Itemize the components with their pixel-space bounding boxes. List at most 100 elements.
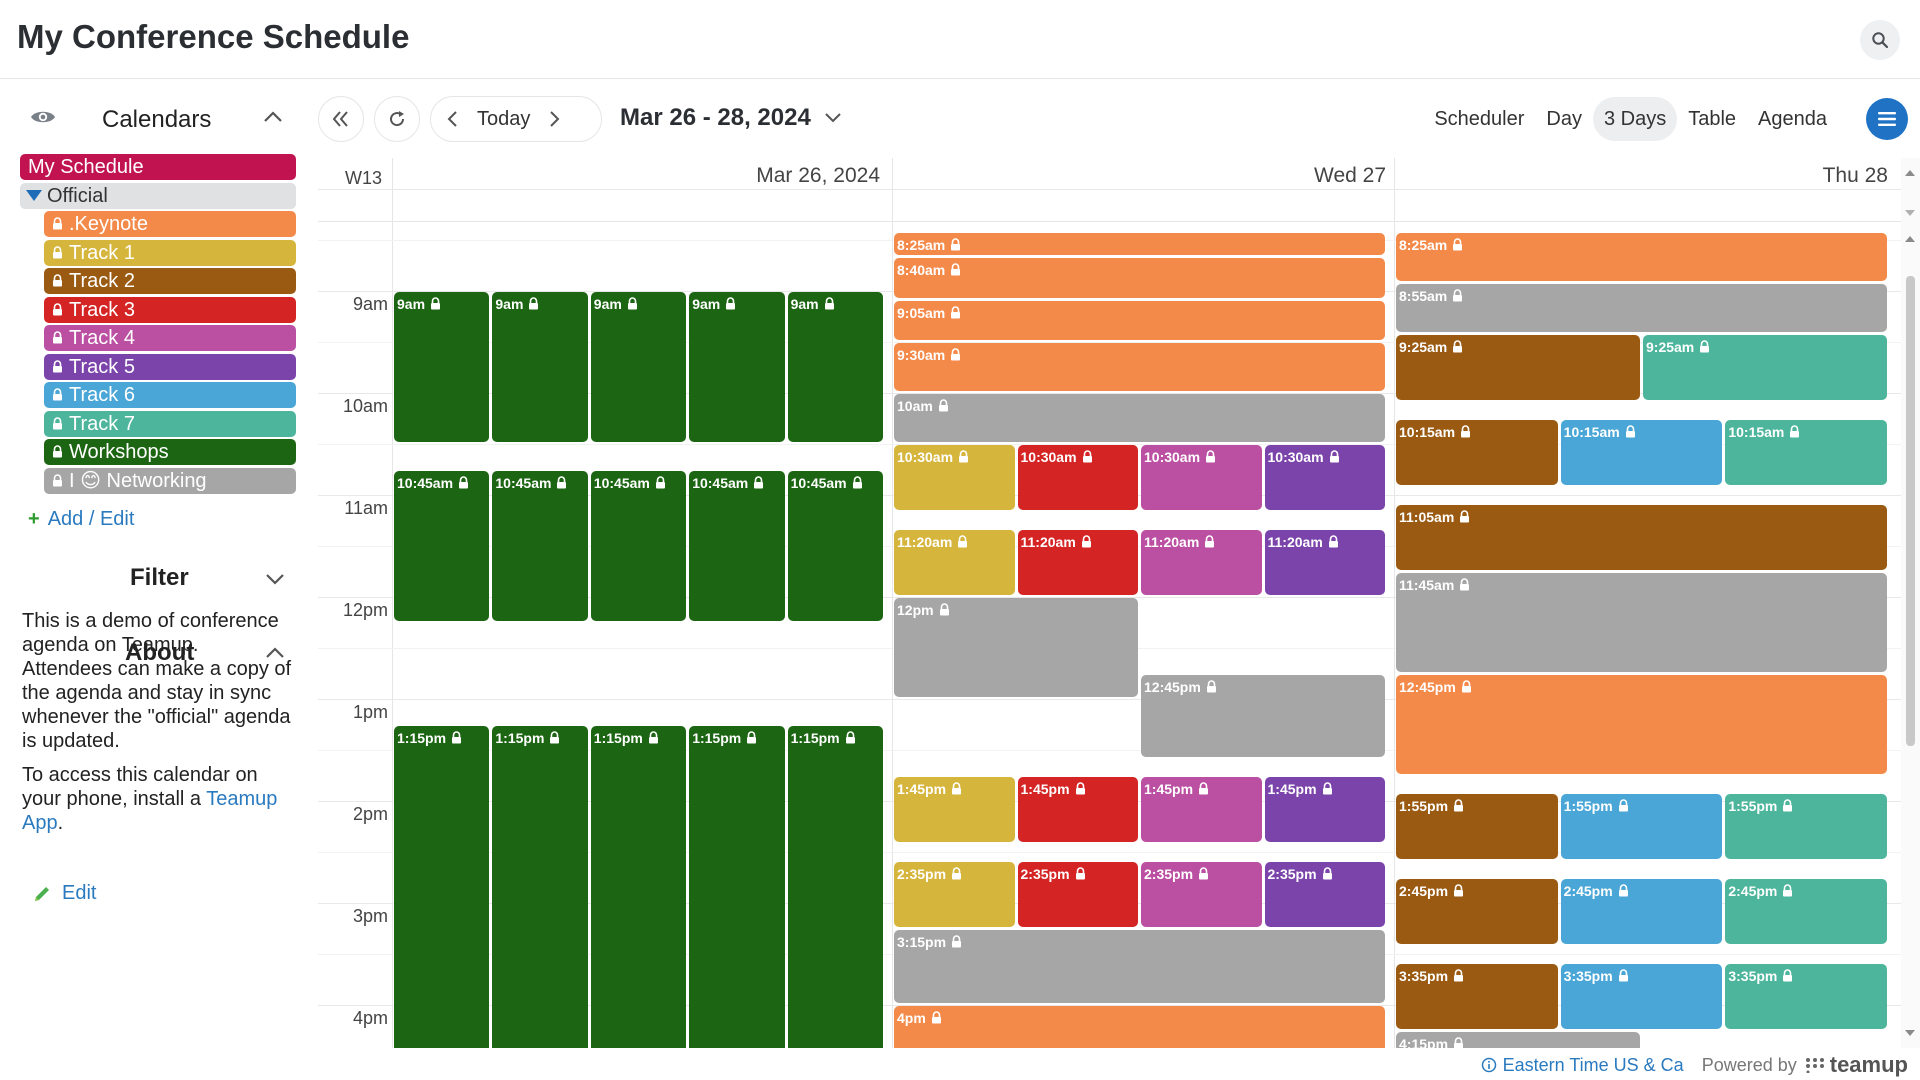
calendar-event[interactable]: 9am xyxy=(492,292,588,442)
calendar-event[interactable]: 1:15pm xyxy=(787,725,883,1048)
add-edit-link[interactable]: + Add / Edit xyxy=(28,508,134,531)
calendar-event[interactable]: 2:45pm xyxy=(1725,878,1887,944)
calendar-event[interactable]: 9am xyxy=(787,292,883,442)
calendar-event[interactable]: 4:15pm xyxy=(1396,1031,1640,1048)
calendar-event[interactable]: 8:40am xyxy=(894,258,1385,298)
scroll-up-arrow-icon[interactable] xyxy=(1905,236,1915,242)
calendar-event[interactable]: 10am xyxy=(894,394,1385,442)
calendar-event[interactable]: 10:45am xyxy=(590,470,687,621)
calendar-event[interactable]: 8:25am xyxy=(894,232,1385,255)
calendar-event[interactable]: 10:15am xyxy=(1396,419,1558,485)
calendar-event[interactable]: 10:45am xyxy=(492,470,588,621)
scroll-thumb[interactable] xyxy=(1906,276,1915,746)
view-tab[interactable]: Table xyxy=(1688,108,1737,130)
calendar-event[interactable]: 9:25am xyxy=(1396,334,1640,400)
calendar-event[interactable]: 1:15pm xyxy=(590,725,687,1048)
calendar-event[interactable]: 2:35pm xyxy=(1017,861,1138,927)
about-edit-link[interactable]: Edit xyxy=(32,882,96,905)
calendar-event[interactable]: 11:20am xyxy=(1017,530,1138,595)
calendar-event[interactable]: 11:45am xyxy=(1396,572,1887,672)
menu-button[interactable] xyxy=(1866,98,1908,140)
scroll-down-arrow-icon[interactable] xyxy=(1905,1030,1915,1036)
calendar-event[interactable]: 9:25am xyxy=(1643,334,1887,400)
calendar-event[interactable]: 1:45pm xyxy=(1264,776,1385,842)
chevron-up-icon[interactable] xyxy=(264,646,286,660)
chevron-right-icon[interactable] xyxy=(544,109,564,129)
calendar-event[interactable]: 11:05am xyxy=(1396,504,1887,570)
calendar-event[interactable]: 9:30am xyxy=(894,343,1385,391)
calendar-item[interactable]: Official xyxy=(20,182,296,209)
timezone-link[interactable]: Eastern Time US & Ca xyxy=(1481,1055,1684,1076)
calendar-event[interactable]: 10:30am xyxy=(1017,445,1138,510)
calendar-item[interactable]: Track 4 xyxy=(44,325,296,351)
calendar-event[interactable]: 1:15pm xyxy=(689,725,785,1048)
calendar-event[interactable]: 1:15pm xyxy=(492,725,588,1048)
calendar-item[interactable]: Track 5 xyxy=(44,353,296,380)
calendar-event[interactable]: 3:35pm xyxy=(1725,963,1887,1029)
calendar-event[interactable]: 8:25am xyxy=(1396,232,1887,281)
caret-down-icon[interactable] xyxy=(26,190,42,201)
chevron-up-icon[interactable] xyxy=(262,110,284,124)
calendar-event[interactable]: 11:20am xyxy=(1141,530,1262,595)
about-title[interactable]: About xyxy=(125,639,195,666)
view-tab[interactable]: Scheduler xyxy=(1434,108,1525,130)
calendar-event[interactable]: 3:35pm xyxy=(1396,963,1558,1029)
calendar-event[interactable]: 10:45am xyxy=(689,470,785,621)
refresh-button[interactable] xyxy=(374,96,420,142)
vertical-scrollbar[interactable] xyxy=(1901,158,1920,1048)
calendar-event[interactable]: 10:30am xyxy=(894,445,1015,510)
calendar-item[interactable]: Track 3 xyxy=(44,296,296,323)
calendar-event[interactable]: 10:45am xyxy=(394,470,490,621)
calendar-event[interactable]: 10:15am xyxy=(1725,419,1887,485)
view-tab[interactable]: Agenda xyxy=(1758,108,1827,130)
chevron-left-icon[interactable] xyxy=(443,109,463,129)
day-header[interactable]: Thu 28 xyxy=(1822,164,1888,187)
calendar-event[interactable]: 11:20am xyxy=(1264,530,1385,595)
calendar-event[interactable]: 8:55am xyxy=(1396,283,1887,332)
calendar-event[interactable]: 12:45pm xyxy=(1141,674,1385,757)
day-header[interactable]: Mar 26, 2024 xyxy=(756,164,880,187)
calendar-event[interactable]: 2:35pm xyxy=(894,861,1015,927)
calendar-event[interactable]: 10:30am xyxy=(1141,445,1262,510)
calendar-event[interactable]: 10:15am xyxy=(1560,419,1723,485)
date-range-picker[interactable]: Mar 26 - 28, 2024 xyxy=(620,104,843,132)
filter-title[interactable]: Filter xyxy=(130,564,189,591)
calendar-item[interactable]: Track 1 xyxy=(44,239,296,266)
calendar-event[interactable]: 1:45pm xyxy=(1017,776,1138,842)
calendar-item[interactable]: Track 7 xyxy=(44,410,296,437)
calendar-item[interactable]: Track 2 xyxy=(44,268,296,294)
calendar-event[interactable]: 2:45pm xyxy=(1396,878,1558,944)
search-button[interactable] xyxy=(1860,20,1900,60)
teamup-app-link[interactable]: Teamup App xyxy=(22,788,278,834)
calendar-event[interactable]: 10:45am xyxy=(787,470,883,621)
calendar-item[interactable]: .Keynote xyxy=(44,211,296,237)
teamup-logo[interactable]: teamup xyxy=(1805,1052,1908,1078)
calendar-item[interactable]: My Schedule xyxy=(20,154,296,180)
calendar-event[interactable]: 2:45pm xyxy=(1560,878,1723,944)
calendar-event[interactable]: 1:55pm xyxy=(1396,793,1558,859)
calendar-grid[interactable]: W13 Mar 26, 2024 Wed 27 Thu 28 9am 10am 11… xyxy=(318,158,1901,1048)
view-tab[interactable]: 3 Days xyxy=(1592,97,1678,141)
calendar-event[interactable]: 1:55pm xyxy=(1725,793,1887,859)
calendar-event[interactable]: 1:45pm xyxy=(894,776,1015,842)
calendar-event[interactable]: 11:20am xyxy=(894,530,1015,595)
calendar-item[interactable]: Workshops xyxy=(44,439,296,465)
calendar-event[interactable]: 12pm xyxy=(894,598,1138,697)
calendar-event[interactable]: 3:35pm xyxy=(1560,963,1723,1029)
calendar-item[interactable]: I 😊 Networking xyxy=(44,467,296,494)
calendar-event[interactable]: 9:05am xyxy=(894,300,1385,340)
view-tab[interactable]: Day xyxy=(1546,108,1582,130)
calendar-event[interactable]: 4pm xyxy=(894,1006,1385,1048)
calendar-event[interactable]: 2:35pm xyxy=(1264,861,1385,927)
chevron-down-icon[interactable] xyxy=(264,572,286,586)
scroll-up-arrow-icon[interactable] xyxy=(1905,170,1915,176)
calendar-event[interactable]: 9am xyxy=(394,292,490,442)
eye-icon[interactable] xyxy=(30,108,56,126)
calendar-event[interactable]: 10:30am xyxy=(1264,445,1385,510)
calendar-event[interactable]: 2:35pm xyxy=(1141,861,1262,927)
calendar-item[interactable]: Track 6 xyxy=(44,382,296,408)
calendar-event[interactable]: 1:55pm xyxy=(1560,793,1723,859)
day-header[interactable]: Wed 27 xyxy=(1314,164,1386,187)
calendar-event[interactable]: 9am xyxy=(590,292,687,442)
calendar-event[interactable]: 1:15pm xyxy=(394,725,490,1048)
